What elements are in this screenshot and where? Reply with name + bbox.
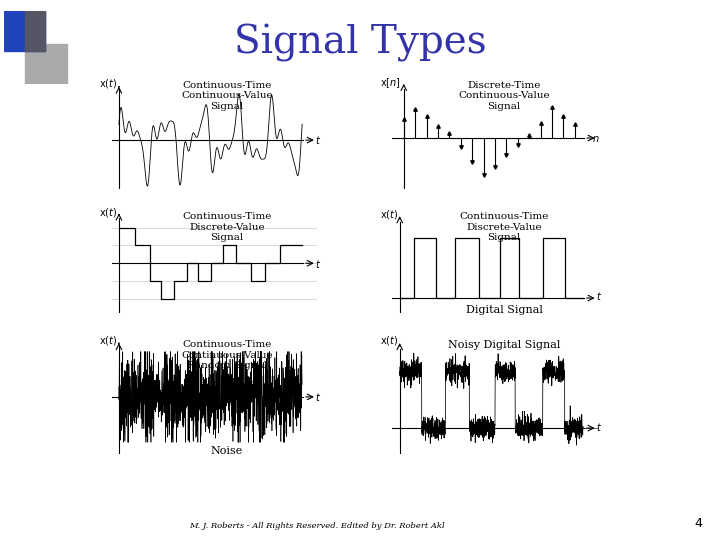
Text: Noisy Digital Signal: Noisy Digital Signal [448,340,560,350]
Text: $t$: $t$ [315,258,321,269]
Text: 4: 4 [694,517,702,530]
Text: $n$: $n$ [592,134,600,144]
Text: Continuous-Time
Continuous-Value
Random Signal: Continuous-Time Continuous-Value Random … [181,340,273,370]
Text: $t$: $t$ [595,422,602,434]
Text: x($t$): x($t$) [99,77,117,90]
Text: x($t$): x($t$) [99,334,117,347]
Text: Signal Types: Signal Types [234,24,486,62]
Text: Discrete-Time
Continuous-Value
Signal: Discrete-Time Continuous-Value Signal [458,81,550,111]
Bar [4,11,45,51]
Text: x[$n$]: x[$n$] [379,77,400,90]
Text: x($t$): x($t$) [99,206,117,219]
Bar [25,44,67,84]
Text: $t$: $t$ [595,291,602,302]
Text: x($t$): x($t$) [379,208,398,221]
Text: Noise: Noise [211,446,243,456]
Text: $t$: $t$ [315,392,321,403]
Text: $t$: $t$ [315,134,321,146]
Text: Digital Signal: Digital Signal [466,305,542,315]
Text: Continuous-Time
Discrete-Value
Signal: Continuous-Time Discrete-Value Signal [182,212,271,242]
Text: M. J. Roberts - All Rights Reserved. Edited by Dr. Robert Akl: M. J. Roberts - All Rights Reserved. Edi… [189,522,445,530]
Bar [25,11,45,51]
Text: Continuous-Time
Continuous-Value
Signal: Continuous-Time Continuous-Value Signal [181,81,273,111]
Text: x($t$): x($t$) [379,334,398,347]
Text: Continuous-Time
Discrete-Value
Signal: Continuous-Time Discrete-Value Signal [459,212,549,242]
